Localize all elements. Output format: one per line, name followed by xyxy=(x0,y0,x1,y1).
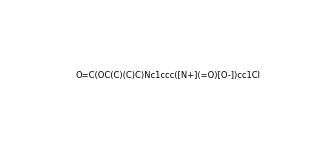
Text: O=C(OC(C)(C)C)Nc1ccc([N+](=O)[O-])cc1Cl: O=C(OC(C)(C)C)Nc1ccc([N+](=O)[O-])cc1Cl xyxy=(75,71,260,80)
